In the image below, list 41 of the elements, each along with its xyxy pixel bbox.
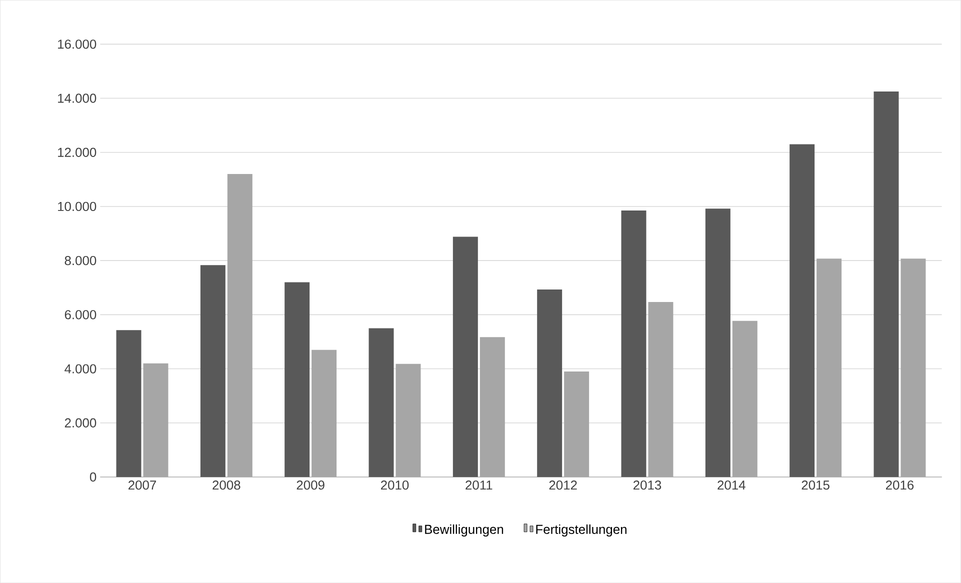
bar (452, 236, 478, 477)
bar (227, 174, 252, 477)
bar (368, 328, 394, 477)
x-tick-label: 2011 (466, 480, 492, 490)
x-tick-label: 2013 (633, 480, 662, 490)
x-tick-label: 2010 (381, 480, 409, 490)
bar (648, 302, 674, 477)
bar (900, 258, 926, 477)
bar (480, 337, 505, 477)
bar (284, 282, 310, 477)
y-tick-label: 10.000 (58, 202, 96, 211)
bar (874, 91, 899, 477)
x-tick-label: 2015 (802, 480, 830, 490)
bar (564, 371, 590, 477)
y-tick-label: 4.000 (64, 364, 96, 374)
x-tick-label: 2016 (886, 480, 914, 490)
y-tick-label: 14.000 (58, 94, 96, 103)
bar (200, 265, 226, 477)
x-tick-label: 2009 (296, 480, 324, 490)
y-tick-label: 6.000 (64, 310, 96, 320)
bar (732, 320, 758, 477)
y-tick-label: 16.000 (58, 40, 96, 49)
bar (312, 350, 337, 477)
bar (143, 363, 168, 477)
legend-label: Bewilligungen (425, 524, 504, 536)
legend-label: Fertigstellungen (536, 524, 626, 536)
bar (790, 144, 815, 477)
y-tick-label: 2.000 (64, 418, 96, 428)
x-tick-label: 2014 (718, 480, 746, 490)
bar (537, 289, 562, 477)
bar (621, 210, 646, 477)
y-tick-label: 8.000 (64, 256, 96, 266)
y-tick-label: 0 (90, 472, 96, 482)
bar (705, 208, 730, 477)
bar (816, 258, 842, 477)
x-tick-label: 2007 (128, 480, 156, 490)
x-tick-label: 2012 (549, 480, 577, 490)
x-tick-label: 2008 (212, 480, 240, 490)
bar (116, 330, 142, 477)
y-tick-label: 12.000 (58, 148, 96, 157)
bar (396, 364, 421, 477)
